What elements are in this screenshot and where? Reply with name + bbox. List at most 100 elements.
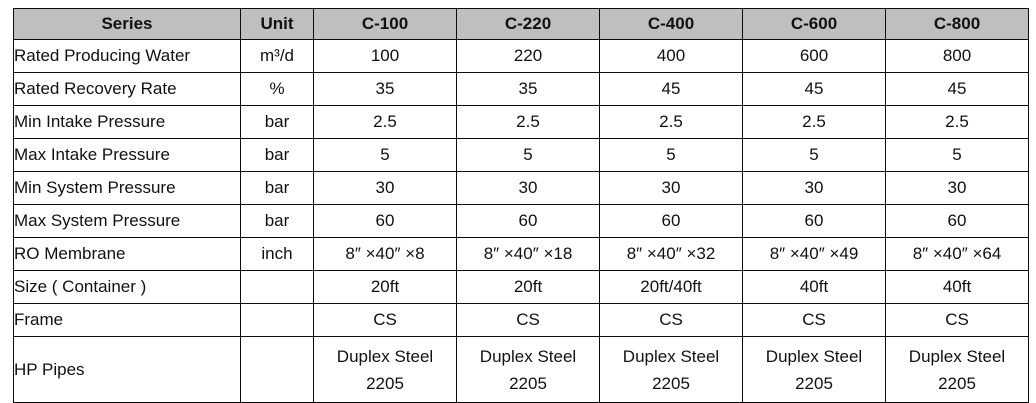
cell-value: 30 [885, 171, 1029, 205]
cell-value-line: Duplex Steel [479, 347, 577, 367]
cell-value: CS [885, 303, 1029, 337]
row-label: Min Intake Pressure [13, 105, 241, 139]
cell-value: 60 [742, 204, 886, 238]
table-row: RO Membrane inch 8″ ×40″ ×8 8″ ×40″ ×18 … [13, 237, 1029, 271]
cell-value: CS [456, 303, 600, 337]
cell-value: 2.5 [313, 105, 457, 139]
cell-value: 5 [456, 138, 600, 172]
row-unit [240, 270, 314, 304]
cell-value: 35 [456, 72, 600, 106]
cell-value-line: 2205 [795, 373, 833, 393]
cell-value: 30 [456, 171, 600, 205]
column-header-c-100: C-100 [313, 8, 457, 40]
row-label: Size ( Container ) [13, 270, 241, 304]
cell-value: Duplex Steel 2205 [456, 336, 600, 403]
table-row: Min Intake Pressure bar 2.5 2.5 2.5 2.5 … [13, 105, 1029, 139]
row-label: RO Membrane [13, 237, 241, 271]
cell-value: 60 [885, 204, 1029, 238]
cell-value: 2.5 [742, 105, 886, 139]
cell-value-line: Duplex Steel [622, 347, 720, 367]
cell-value: 60 [313, 204, 457, 238]
cell-value: 40ft [742, 270, 886, 304]
cell-value: 35 [313, 72, 457, 106]
cell-value: 8″ ×40″ ×49 [742, 237, 886, 271]
table-row: Min System Pressure bar 30 30 30 30 30 [13, 171, 1029, 205]
cell-value-line: 2205 [938, 373, 976, 393]
row-unit: % [240, 72, 314, 106]
specification-table-container: Series Unit C-100 C-220 C-400 C-600 C-80… [13, 8, 1029, 403]
cell-value: 8″ ×40″ ×8 [313, 237, 457, 271]
cell-value: 100 [313, 39, 457, 73]
cell-value: 2.5 [599, 105, 743, 139]
row-label: Frame [13, 303, 241, 337]
row-unit: bar [240, 138, 314, 172]
row-unit [240, 303, 314, 337]
table-row: Frame CS CS CS CS CS [13, 303, 1029, 337]
cell-value: 45 [885, 72, 1029, 106]
cell-value: 800 [885, 39, 1029, 73]
cell-value-line: 2205 [509, 373, 547, 393]
table-row: Max Intake Pressure bar 5 5 5 5 5 [13, 138, 1029, 172]
cell-value: 220 [456, 39, 600, 73]
table-row: Rated Recovery Rate % 35 35 45 45 45 [13, 72, 1029, 106]
cell-value-line: Duplex Steel [765, 347, 863, 367]
cell-value: 8″ ×40″ ×32 [599, 237, 743, 271]
table-body: Rated Producing Water m³/d 100 220 400 6… [13, 39, 1029, 403]
column-header-c-800: C-800 [885, 8, 1029, 40]
row-label: HP Pipes [13, 336, 241, 403]
cell-value: 8″ ×40″ ×18 [456, 237, 600, 271]
column-header-series: Series [13, 8, 241, 40]
row-unit: inch [240, 237, 314, 271]
row-label: Max System Pressure [13, 204, 241, 238]
column-header-c-600: C-600 [742, 8, 886, 40]
cell-value: 45 [599, 72, 743, 106]
cell-value: 400 [599, 39, 743, 73]
cell-value: Duplex Steel 2205 [885, 336, 1029, 403]
cell-value: Duplex Steel 2205 [313, 336, 457, 403]
cell-value: 20ft/40ft [599, 270, 743, 304]
cell-value: 30 [313, 171, 457, 205]
cell-value: 45 [742, 72, 886, 106]
cell-value: Duplex Steel 2205 [599, 336, 743, 403]
cell-value: Duplex Steel 2205 [742, 336, 886, 403]
row-label: Rated Producing Water [13, 39, 241, 73]
cell-value: 2.5 [885, 105, 1029, 139]
cell-value: 2.5 [456, 105, 600, 139]
cell-value: 30 [742, 171, 886, 205]
specification-table: Series Unit C-100 C-220 C-400 C-600 C-80… [13, 8, 1029, 403]
cell-value: 40ft [885, 270, 1029, 304]
table-header: Series Unit C-100 C-220 C-400 C-600 C-80… [13, 8, 1029, 40]
column-header-c-400: C-400 [599, 8, 743, 40]
cell-value: 30 [599, 171, 743, 205]
column-header-c-220: C-220 [456, 8, 600, 40]
row-unit: bar [240, 171, 314, 205]
cell-value: 20ft [313, 270, 457, 304]
cell-value: 60 [599, 204, 743, 238]
row-unit: bar [240, 204, 314, 238]
cell-value: 5 [313, 138, 457, 172]
row-label: Max Intake Pressure [13, 138, 241, 172]
row-unit: bar [240, 105, 314, 139]
cell-value: 5 [742, 138, 886, 172]
table-header-row: Series Unit C-100 C-220 C-400 C-600 C-80… [13, 8, 1029, 40]
cell-value: 5 [599, 138, 743, 172]
cell-value: 5 [885, 138, 1029, 172]
cell-value: CS [599, 303, 743, 337]
row-label: Min System Pressure [13, 171, 241, 205]
table-row: HP Pipes Duplex Steel 2205 Duplex Steel … [13, 336, 1029, 403]
cell-value: 60 [456, 204, 600, 238]
table-row: Rated Producing Water m³/d 100 220 400 6… [13, 39, 1029, 73]
cell-value: CS [313, 303, 457, 337]
cell-value-line: Duplex Steel [908, 347, 1006, 367]
cell-value-line: 2205 [366, 373, 404, 393]
cell-value: CS [742, 303, 886, 337]
cell-value-line: Duplex Steel [336, 347, 434, 367]
cell-value: 600 [742, 39, 886, 73]
table-row: Max System Pressure bar 60 60 60 60 60 [13, 204, 1029, 238]
table-row: Size ( Container ) 20ft 20ft 20ft/40ft 4… [13, 270, 1029, 304]
row-unit [240, 336, 314, 403]
column-header-unit: Unit [240, 8, 314, 40]
cell-value: 20ft [456, 270, 600, 304]
row-unit: m³/d [240, 39, 314, 73]
cell-value-line: 2205 [652, 373, 690, 393]
